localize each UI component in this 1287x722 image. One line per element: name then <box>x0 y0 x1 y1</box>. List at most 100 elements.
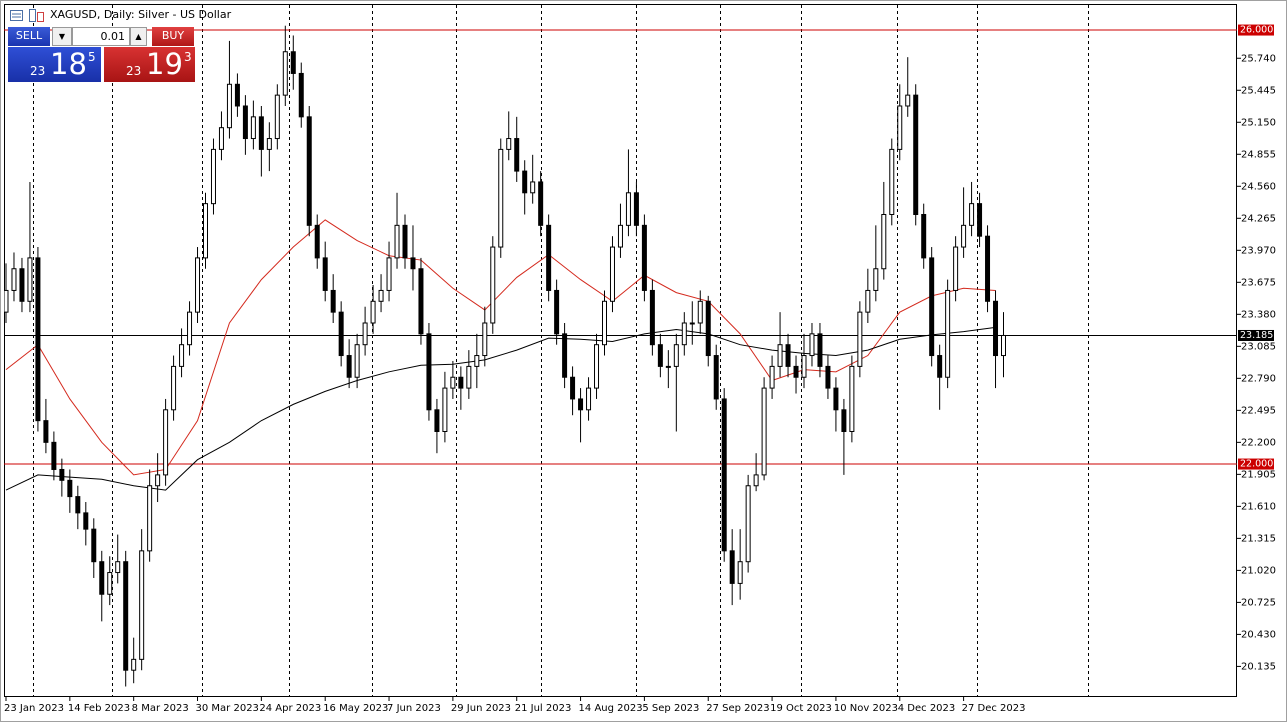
candle-body <box>59 468 65 481</box>
price-level-label: 26.000 <box>1240 25 1273 36</box>
candle-body <box>11 268 17 291</box>
y-tick-label: 22.790 <box>1241 373 1276 384</box>
candle-body <box>258 116 264 150</box>
candle-body <box>442 387 448 432</box>
price-level-label: 23.185 <box>1240 330 1273 341</box>
candle-body <box>977 203 983 237</box>
candle-body <box>410 257 416 270</box>
candle-body <box>625 192 631 226</box>
candle-body <box>378 289 384 302</box>
candle-body <box>370 300 376 324</box>
lot-input[interactable]: 0.01 <box>72 27 130 46</box>
candle-body <box>530 181 536 194</box>
candle-body <box>546 224 552 291</box>
ask-prefix: 23 <box>126 64 142 78</box>
price-level-tag <box>1238 329 1274 341</box>
candle-body <box>713 355 719 400</box>
lot-increase[interactable]: ▲ <box>130 27 147 46</box>
y-tick-label: 21.315 <box>1241 533 1276 544</box>
bid-price-box[interactable]: 23 18 5 <box>8 47 101 82</box>
candle-body <box>203 203 208 259</box>
y-tick-label: 24.855 <box>1241 149 1276 160</box>
candle-body <box>649 289 655 346</box>
candle-body <box>4 289 9 313</box>
y-tick-label: 24.560 <box>1241 181 1276 192</box>
candle-body <box>290 51 296 74</box>
candle-body <box>881 213 887 270</box>
y-tick-label: 24.265 <box>1241 213 1276 224</box>
candle-body <box>107 572 113 595</box>
candle-body <box>282 51 288 96</box>
candle-body <box>689 322 695 325</box>
candle-body <box>139 550 145 660</box>
ask-price-box[interactable]: 23 19 3 <box>104 47 195 82</box>
y-tick-label: 20.430 <box>1241 629 1276 640</box>
candle-body <box>753 474 759 487</box>
y-tick-label: 23.970 <box>1241 245 1276 256</box>
title-icons <box>10 9 44 22</box>
candle-body <box>242 105 248 140</box>
candle-body <box>514 138 520 172</box>
y-tick-label: 23.085 <box>1241 341 1276 352</box>
candle-body <box>562 333 568 378</box>
sell-button[interactable]: SELL <box>8 27 50 46</box>
candle-body <box>250 116 256 140</box>
lot-decrease[interactable]: ▼ <box>52 27 72 46</box>
candle-body <box>274 94 280 140</box>
candle-body <box>434 409 440 432</box>
x-tick-label: 24 Apr 2023 <box>259 703 321 714</box>
candle-body <box>665 365 671 368</box>
ask-frac: 3 <box>184 50 192 64</box>
candle-body <box>482 322 488 357</box>
x-tick-label: 27 Dec 2023 <box>962 703 1026 714</box>
candle-body <box>99 561 105 595</box>
candle-body <box>594 344 600 389</box>
candle-body <box>777 344 783 367</box>
candle-body <box>849 365 855 432</box>
candle-body <box>27 257 33 302</box>
candle-body <box>386 257 392 291</box>
x-tick-label: 19 Oct 2023 <box>770 703 832 714</box>
candle-body <box>314 224 320 259</box>
candle-body <box>51 441 57 470</box>
candle-body <box>474 355 480 367</box>
candle-body <box>985 235 991 302</box>
y-tick-label: 21.020 <box>1241 565 1276 576</box>
candle-body <box>298 72 304 118</box>
candle-body <box>338 311 344 357</box>
candle-body <box>857 311 863 367</box>
candle-body <box>187 311 193 346</box>
candle-body <box>131 658 137 671</box>
candle-body <box>43 420 49 443</box>
candle-body <box>937 355 943 378</box>
candle-body <box>210 148 216 205</box>
x-tick-label: 10 Nov 2023 <box>834 703 898 714</box>
x-tick-label: 21 Jul 2023 <box>515 703 572 714</box>
bid-frac: 5 <box>88 50 96 64</box>
candle-body <box>801 355 807 378</box>
candle-body <box>418 268 424 335</box>
candle-body <box>218 127 224 150</box>
candle-body <box>466 365 472 389</box>
candle-body <box>83 512 89 530</box>
candle-body <box>554 289 560 335</box>
candle-body <box>705 300 711 357</box>
candle-body <box>498 148 504 248</box>
candle-body <box>75 496 81 514</box>
candle-body <box>865 289 871 313</box>
candle-body <box>490 246 496 324</box>
candle-body <box>522 170 528 194</box>
buy-button[interactable]: BUY <box>152 27 194 46</box>
candle-body <box>825 365 831 389</box>
candle-body <box>929 257 935 357</box>
candle-body <box>123 561 129 671</box>
candle-body <box>921 213 927 259</box>
candle-body <box>578 398 584 411</box>
candle-body <box>769 365 775 389</box>
price-level-tag <box>1238 24 1274 36</box>
candle-body <box>609 246 615 302</box>
candle-body <box>897 105 903 150</box>
candle-body <box>394 224 400 259</box>
candle-body <box>234 83 240 107</box>
candle-body <box>969 203 975 226</box>
